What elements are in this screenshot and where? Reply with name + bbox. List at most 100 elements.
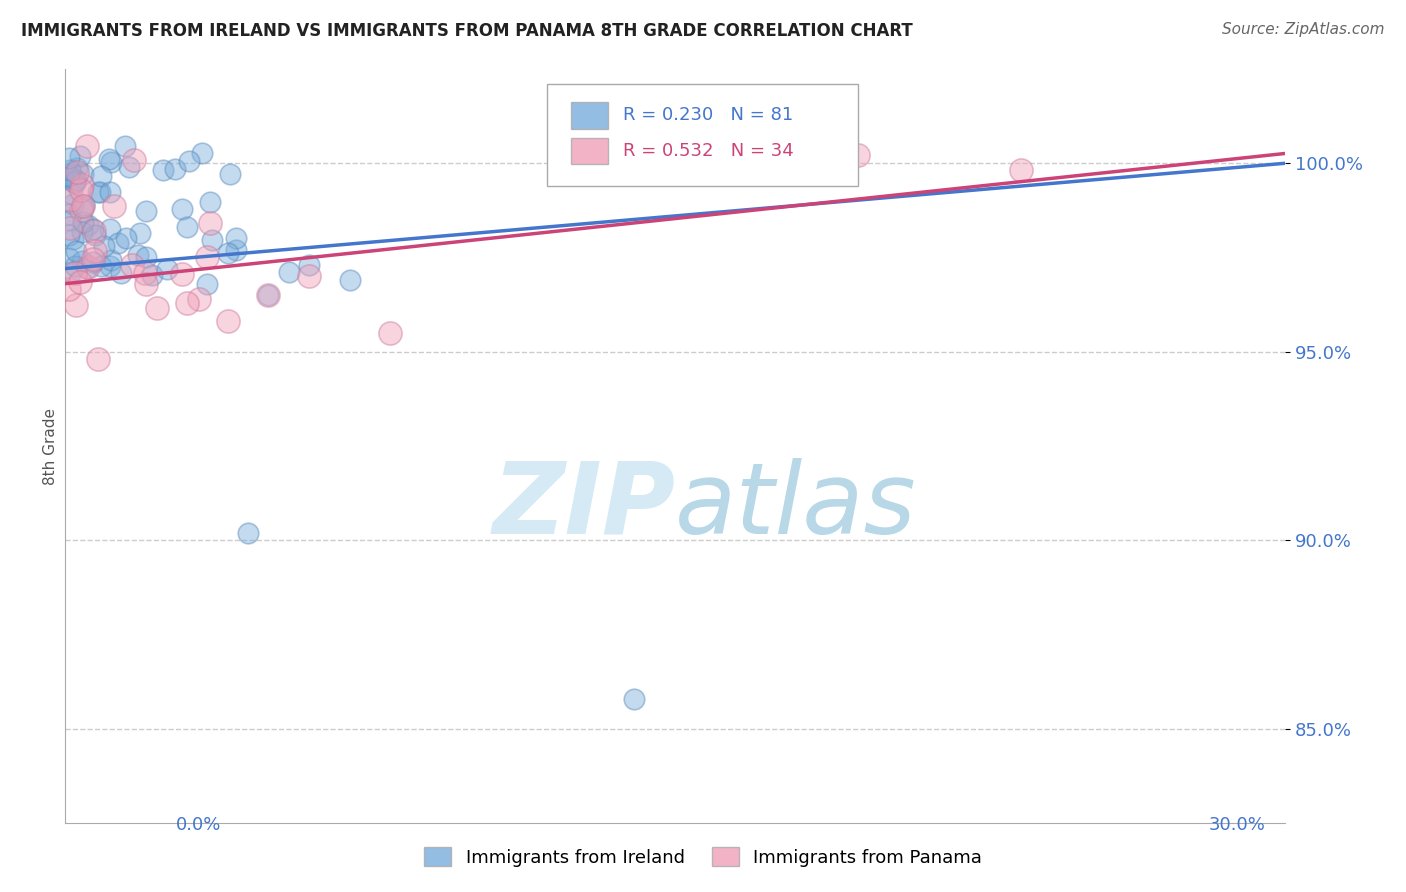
Point bbox=[129, 226, 152, 240]
Point bbox=[121, 259, 143, 273]
Point bbox=[198, 216, 221, 230]
Point bbox=[172, 202, 194, 216]
Point bbox=[58, 163, 80, 178]
Point bbox=[1010, 163, 1032, 178]
Point bbox=[201, 233, 224, 247]
Point bbox=[63, 176, 86, 190]
Point bbox=[298, 258, 321, 272]
Point bbox=[191, 146, 214, 161]
Point bbox=[60, 265, 83, 279]
Point bbox=[110, 266, 132, 280]
Text: Source: ZipAtlas.com: Source: ZipAtlas.com bbox=[1222, 22, 1385, 37]
Point bbox=[298, 269, 321, 284]
Point bbox=[89, 185, 111, 199]
Bar bbox=[571, 138, 607, 164]
Point bbox=[225, 243, 247, 257]
Point bbox=[63, 259, 86, 273]
Point bbox=[72, 199, 94, 213]
Point bbox=[63, 175, 86, 189]
Bar bbox=[571, 103, 607, 129]
Text: atlas: atlas bbox=[675, 458, 917, 555]
Point bbox=[146, 301, 169, 315]
Point bbox=[83, 244, 105, 259]
Point bbox=[70, 253, 93, 268]
Point bbox=[127, 248, 149, 262]
Point bbox=[90, 260, 112, 274]
Point bbox=[197, 277, 219, 291]
Point bbox=[134, 266, 156, 280]
Point bbox=[124, 153, 146, 167]
Point bbox=[90, 169, 112, 184]
Point bbox=[198, 194, 221, 209]
Text: ZIP: ZIP bbox=[492, 458, 675, 555]
Point bbox=[846, 148, 869, 162]
Text: R = 0.230   N = 81: R = 0.230 N = 81 bbox=[623, 106, 793, 124]
Point bbox=[176, 220, 198, 235]
Point bbox=[70, 183, 93, 197]
Point bbox=[197, 250, 219, 264]
Point bbox=[98, 186, 121, 200]
Point bbox=[115, 231, 138, 245]
Point bbox=[83, 224, 105, 238]
Point bbox=[58, 167, 80, 181]
Point bbox=[62, 197, 84, 211]
Point bbox=[97, 152, 120, 166]
Point bbox=[76, 260, 98, 274]
Point bbox=[59, 221, 82, 235]
Point bbox=[72, 215, 94, 229]
Point bbox=[156, 261, 179, 276]
Point bbox=[59, 193, 82, 207]
FancyBboxPatch shape bbox=[547, 84, 858, 186]
Point bbox=[236, 525, 259, 540]
Point bbox=[118, 160, 141, 174]
Point bbox=[82, 221, 104, 235]
Point bbox=[65, 266, 87, 280]
Point bbox=[87, 185, 110, 199]
Point bbox=[135, 277, 157, 291]
Point bbox=[187, 292, 209, 306]
Point bbox=[65, 173, 87, 187]
Legend: Immigrants from Ireland, Immigrants from Panama: Immigrants from Ireland, Immigrants from… bbox=[416, 840, 990, 874]
Point bbox=[83, 228, 105, 243]
Point bbox=[152, 163, 174, 178]
Point bbox=[217, 314, 239, 328]
Point bbox=[218, 167, 240, 181]
Point bbox=[163, 162, 186, 177]
Point bbox=[73, 198, 96, 212]
Text: IMMIGRANTS FROM IRELAND VS IMMIGRANTS FROM PANAMA 8TH GRADE CORRELATION CHART: IMMIGRANTS FROM IRELAND VS IMMIGRANTS FR… bbox=[21, 22, 912, 40]
Point bbox=[60, 186, 83, 201]
Point bbox=[135, 203, 157, 218]
Point bbox=[86, 352, 108, 367]
Point bbox=[69, 149, 91, 163]
Point bbox=[98, 260, 121, 274]
Point bbox=[58, 151, 80, 165]
Point bbox=[58, 207, 80, 221]
Point bbox=[225, 231, 247, 245]
Point bbox=[66, 161, 89, 176]
Point bbox=[277, 265, 299, 279]
Point bbox=[72, 167, 94, 181]
Point bbox=[100, 155, 122, 169]
Point bbox=[70, 226, 93, 240]
Text: R = 0.532   N = 34: R = 0.532 N = 34 bbox=[623, 142, 793, 160]
Point bbox=[339, 273, 361, 287]
Text: 30.0%: 30.0% bbox=[1209, 816, 1265, 834]
Point bbox=[82, 255, 104, 269]
Point bbox=[62, 232, 84, 246]
Point bbox=[69, 203, 91, 218]
Point bbox=[70, 178, 93, 192]
Point bbox=[380, 326, 402, 340]
Point bbox=[65, 244, 87, 259]
Point bbox=[103, 199, 125, 213]
Point bbox=[170, 267, 193, 281]
Point bbox=[141, 268, 163, 283]
Point bbox=[77, 218, 100, 232]
Point bbox=[107, 236, 129, 251]
Point bbox=[66, 165, 89, 179]
Point bbox=[76, 139, 98, 153]
Point bbox=[257, 288, 280, 302]
Point bbox=[82, 252, 104, 267]
Point bbox=[623, 692, 645, 706]
Point bbox=[65, 298, 87, 312]
Point bbox=[93, 239, 115, 253]
